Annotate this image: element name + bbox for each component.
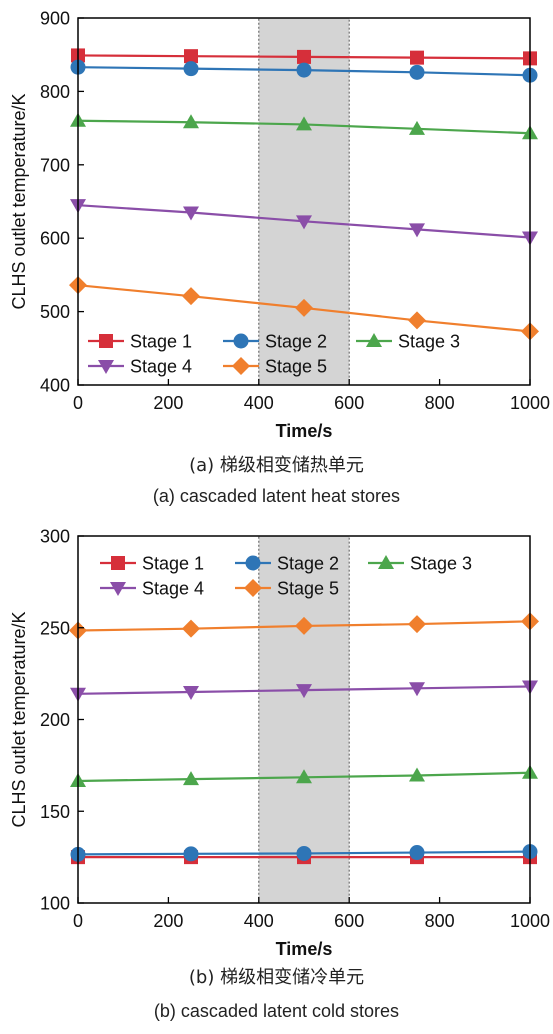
legend-label-b-5: Stage 5: [277, 579, 339, 599]
legend-marker-a-5: [232, 357, 250, 375]
data-point-a-s5-2: [295, 298, 313, 317]
y-tick-label-a-5: 900: [40, 9, 70, 29]
data-point-b-s2-2: [296, 845, 312, 861]
chart-b: Stage 1 Stage 2 Stage 3 Stage 4 Stage 5 0 200 4…: [9, 527, 550, 960]
legend-label-a-4: Stage 4: [130, 357, 192, 377]
y-axis-label-a: CLHS outlet temperature/K: [9, 93, 29, 309]
legend-label-b-2: Stage 2: [277, 554, 339, 574]
data-point-b-s5-1: [182, 619, 200, 638]
data-point-b-s2-3: [409, 845, 425, 861]
chart-panel-a: Stage 1 Stage 2 Stage 3 Stage 4 Stage 5 0 200 4…: [0, 0, 553, 515]
y-axis-label-b: CLHS outlet temperature/K: [9, 611, 29, 827]
data-point-a-s3-1: [183, 114, 199, 129]
x-axis-label-b: Time/s: [276, 939, 333, 959]
x-tick-label-b-4: 800: [425, 911, 455, 931]
data-point-b-s4-2: [296, 684, 312, 699]
x-tick-label-a-4: 800: [425, 393, 455, 413]
y-tick-label-a-4: 800: [40, 82, 70, 102]
legend-marker-a-1: [99, 334, 113, 348]
data-point-a-s1-1: [184, 49, 198, 64]
y-tick-label-a-0: 400: [40, 376, 70, 396]
data-point-a-s4-2: [296, 215, 312, 230]
y-tick-label-a-2: 600: [40, 229, 70, 249]
x-tick-label-b-1: 200: [153, 911, 183, 931]
legend-label-b-4: Stage 4: [142, 579, 204, 599]
data-point-b-s2-1: [183, 846, 199, 862]
x-tick-label-b-3: 600: [334, 911, 364, 931]
shaded-region-b: [258, 535, 350, 904]
y-tick-label-a-1: 500: [40, 302, 70, 322]
legend-marker-a-2: [233, 333, 249, 349]
data-point-b-s5-2: [295, 616, 313, 635]
legend-label-a-1: Stage 1: [130, 332, 192, 352]
legend-label-a-5: Stage 5: [265, 357, 327, 377]
data-point-a-s3-2: [296, 116, 312, 131]
data-point-b-s3-1: [183, 771, 199, 786]
data-point-a-s2-3: [409, 64, 425, 80]
data-point-b-s3-2: [296, 769, 312, 784]
x-axis-label-a: Time/s: [276, 421, 333, 441]
caption-a-zh: (a) 梯级相变储热单元: [189, 455, 364, 476]
data-point-b-s5-3: [408, 615, 426, 634]
data-point-a-s5-1: [182, 287, 200, 306]
data-point-a-s4-1: [183, 206, 199, 221]
legend-label-b-3: Stage 3: [410, 554, 472, 574]
chart-a: Stage 1 Stage 2 Stage 3 Stage 4 Stage 5 0 200 4…: [9, 9, 550, 442]
x-tick-label-b-2: 400: [244, 911, 274, 931]
legend-marker-a-4: [98, 360, 114, 374]
legend-marker-a-3: [366, 333, 382, 347]
data-point-a-s4-3: [409, 223, 425, 238]
data-point-b-s3-3: [409, 767, 425, 782]
x-tick-label-a-5: 1000: [510, 393, 550, 413]
legend-label-b-1: Stage 1: [142, 554, 204, 574]
caption-b-en: (b) cascaded latent cold stores: [153, 1001, 400, 1021]
data-point-a-s1-3: [410, 50, 424, 65]
data-point-a-s1-2: [297, 49, 311, 64]
y-tick-label-b-2: 200: [40, 710, 70, 730]
legend-label-a-2: Stage 2: [265, 332, 327, 352]
x-tick-label-a-2: 400: [244, 393, 274, 413]
x-tick-label-a-3: 600: [334, 393, 364, 413]
shaded-region-a: [258, 17, 350, 386]
x-tick-label-a-0: 0: [73, 393, 83, 413]
data-point-a-s2-1: [183, 61, 199, 77]
data-point-b-s4-3: [409, 682, 425, 697]
caption-a-en: (a) cascaded latent heat stores: [152, 486, 401, 506]
plot-frame-a: [77, 17, 531, 386]
legend-marker-b-5: [244, 579, 262, 597]
data-point-a-s5-3: [408, 311, 426, 330]
data-point-a-s2-2: [296, 62, 312, 78]
legend-marker-b-1: [111, 556, 125, 570]
x-tick-label-a-1: 200: [153, 393, 183, 413]
legend-marker-b-4: [110, 582, 126, 596]
data-point-a-s3-3: [409, 120, 425, 135]
x-tick-label-b-0: 0: [73, 911, 83, 931]
legend-label-a-3: Stage 3: [398, 332, 460, 352]
y-tick-label-b-3: 250: [40, 618, 70, 638]
x-tick-label-b-5: 1000: [510, 911, 550, 931]
y-tick-label-b-4: 300: [40, 527, 70, 547]
legend-marker-b-2: [245, 555, 261, 571]
y-tick-label-b-0: 100: [40, 894, 70, 914]
caption-b-zh: (b) 梯级相变储冷单元: [188, 967, 365, 988]
data-point-b-s4-1: [183, 685, 199, 700]
y-tick-label-b-1: 150: [40, 802, 70, 822]
y-tick-label-a-3: 700: [40, 155, 70, 175]
legend-marker-b-3: [378, 555, 394, 569]
chart-panel-b: Stage 1 Stage 2 Stage 3 Stage 4 Stage 5 0 200 4…: [0, 515, 553, 1034]
